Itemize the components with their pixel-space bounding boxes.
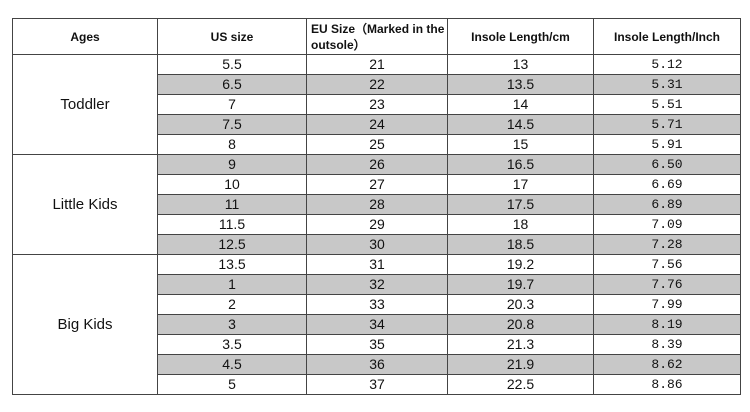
table-cell: 20.3 (447, 294, 594, 315)
table-cell: 5.51 (593, 94, 741, 115)
table-cell: 14 (447, 94, 594, 115)
table-cell: 31 (306, 254, 448, 275)
table-cell: 13.5 (157, 254, 307, 275)
table-cell: 13 (447, 54, 594, 75)
table-cell: 19.7 (447, 274, 594, 295)
table-row: 6.5 22 13.5 5.31 (13, 74, 741, 95)
table-cell: 25 (306, 134, 448, 155)
table-cell: 26 (306, 154, 448, 175)
column-header: US size (157, 18, 307, 55)
table-cell: 29 (306, 214, 448, 235)
table-cell: 11.5 (157, 214, 307, 235)
table-cell: 22.5 (447, 374, 594, 395)
table-cell: 30 (306, 234, 448, 255)
table-cell: 5.5 (157, 54, 307, 75)
table-row: Little Kids 9 26 16.5 6.50 (12, 154, 741, 255)
column-header: Ages (12, 18, 158, 55)
table-cell: 7.76 (593, 274, 741, 295)
table-cell: 21 (306, 54, 448, 75)
table-cell: 5.71 (593, 114, 741, 135)
table-cell: 5.91 (593, 134, 741, 155)
table-cell: 11 (157, 194, 307, 215)
table-cell: 5.12 (593, 54, 741, 75)
table-cell: 2 (157, 294, 307, 315)
table-row: 1 32 19.7 7.76 (13, 274, 741, 295)
table-cell: 8.39 (593, 334, 741, 355)
table-cell: 5.31 (593, 74, 741, 95)
table-row: 5 37 22.5 8.86 (13, 374, 741, 395)
age-group-cell: Little Kids (12, 154, 158, 255)
table-cell: 7.56 (593, 254, 741, 275)
table-cell: 21.9 (447, 354, 594, 375)
size-table: Ages US size EU Size（Marked in the outsole… (12, 18, 741, 395)
column-header: EU Size（Marked in the outsole） (306, 18, 448, 55)
table-cell: 20.8 (447, 314, 594, 335)
table-cell: 10 (157, 174, 307, 195)
table-cell: 3 (157, 314, 307, 335)
table-cell: 6.5 (157, 74, 307, 95)
table-cell: 8.19 (593, 314, 741, 335)
table-cell: 24 (306, 114, 448, 135)
table-row: 11.5 29 18 7.09 (13, 214, 741, 235)
table-row: 12.5 30 18.5 7.28 (13, 234, 741, 255)
table-cell: 35 (306, 334, 448, 355)
table-cell: 37 (306, 374, 448, 395)
table-cell: 21.3 (447, 334, 594, 355)
table-cell: 15 (447, 134, 594, 155)
table-cell: 16.5 (447, 154, 594, 175)
table-cell: 7.5 (157, 114, 307, 135)
table-row: 10 27 17 6.69 (13, 174, 741, 195)
table-cell: 18 (447, 214, 594, 235)
table-cell: 8.86 (593, 374, 741, 395)
table-row: 3.5 35 21.3 8.39 (13, 334, 741, 355)
table-cell: 6.50 (593, 154, 741, 175)
table-cell: 4.5 (157, 354, 307, 375)
table-cell: 36 (306, 354, 448, 375)
table-cell: 12.5 (157, 234, 307, 255)
table-cell: 34 (306, 314, 448, 335)
table-cell: 14.5 (447, 114, 594, 135)
table-row: Big Kids 13.5 31 19.2 7.56 (12, 254, 741, 395)
column-header: Insole Length/Inch (593, 18, 741, 55)
table-cell: 22 (306, 74, 448, 95)
table-cell: 7.99 (593, 294, 741, 315)
table-cell: 17.5 (447, 194, 594, 215)
table-cell: 3.5 (157, 334, 307, 355)
table-cell: 7 (157, 94, 307, 115)
table-cell: 6.89 (593, 194, 741, 215)
table-cell: 32 (306, 274, 448, 295)
table-cell: 8.62 (593, 354, 741, 375)
table-cell: 9 (157, 154, 307, 175)
table-cell: 13.5 (447, 74, 594, 95)
table-cell: 5 (157, 374, 307, 395)
table-row: 3 34 20.8 8.19 (13, 314, 741, 335)
column-header: Insole Length/cm (447, 18, 594, 55)
table-cell: 8 (157, 134, 307, 155)
table-cell: 19.2 (447, 254, 594, 275)
table-row: Toddler 5.5 21 13 5.12 (12, 54, 741, 155)
table-cell: 7.28 (593, 234, 741, 255)
table-cell: 7.09 (593, 214, 741, 235)
table-cell: 17 (447, 174, 594, 195)
table-row: 7.5 24 14.5 5.71 (13, 114, 741, 135)
table-cell: 18.5 (447, 234, 594, 255)
table-cell: 6.69 (593, 174, 741, 195)
table-cell: 23 (306, 94, 448, 115)
table-body: Toddler 5.5 21 13 5.12 6.5 22 13.5 5.31 7 23 14 5.51… (12, 54, 741, 395)
table-cell: 1 (157, 274, 307, 295)
header-row: Ages US size EU Size（Marked in the outsole… (12, 18, 741, 55)
table-cell: 27 (306, 174, 448, 195)
table-cell: 33 (306, 294, 448, 315)
age-group-cell: Toddler (12, 54, 158, 155)
age-group-cell: Big Kids (12, 254, 158, 395)
table-cell: 28 (306, 194, 448, 215)
table-row: 2 33 20.3 7.99 (13, 294, 741, 315)
